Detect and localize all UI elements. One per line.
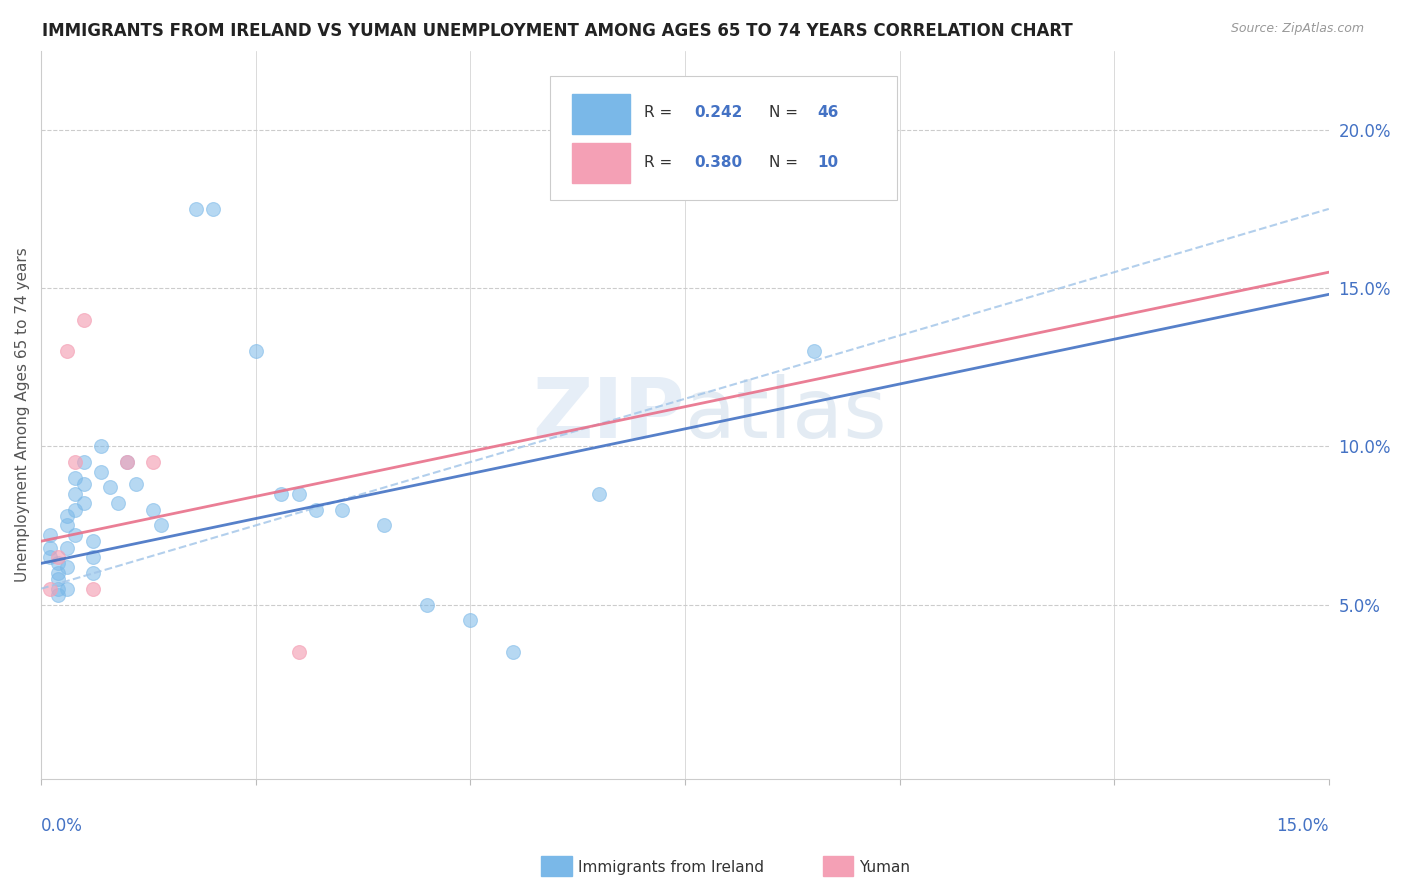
- Point: [46, 566, 69, 580]
- Point: [245, 344, 267, 359]
- Point: [201, 202, 224, 216]
- Point: [142, 502, 165, 516]
- Point: [65, 487, 87, 501]
- Point: [673, 138, 696, 153]
- Point: [115, 455, 138, 469]
- Point: [287, 487, 309, 501]
- Text: N =: N =: [769, 105, 803, 120]
- Point: [287, 645, 309, 659]
- Point: [46, 582, 69, 596]
- Point: [416, 598, 439, 612]
- Point: [82, 534, 104, 549]
- Point: [65, 502, 87, 516]
- Point: [107, 496, 129, 510]
- Text: 15.0%: 15.0%: [1277, 816, 1329, 835]
- Point: [460, 613, 482, 627]
- Point: [98, 480, 121, 494]
- Point: [56, 508, 79, 523]
- Point: [46, 572, 69, 586]
- Text: Yuman: Yuman: [859, 860, 910, 874]
- Point: [38, 549, 60, 564]
- Point: [65, 455, 87, 469]
- Point: [373, 518, 395, 533]
- Point: [46, 557, 69, 571]
- Point: [90, 465, 112, 479]
- Point: [115, 455, 138, 469]
- Point: [631, 123, 654, 137]
- Point: [56, 582, 79, 596]
- Point: [150, 518, 173, 533]
- Point: [142, 455, 165, 469]
- Point: [38, 528, 60, 542]
- Text: R =: R =: [644, 155, 676, 170]
- Point: [73, 312, 96, 326]
- Point: [38, 541, 60, 555]
- Point: [803, 344, 825, 359]
- Point: [56, 541, 79, 555]
- Text: 46: 46: [817, 105, 839, 120]
- Point: [73, 496, 96, 510]
- Text: ZIP: ZIP: [533, 374, 685, 455]
- Point: [270, 487, 292, 501]
- Text: 0.242: 0.242: [695, 105, 742, 120]
- Point: [82, 549, 104, 564]
- Point: [82, 566, 104, 580]
- Point: [124, 477, 146, 491]
- Text: 10: 10: [817, 155, 839, 170]
- Point: [305, 502, 328, 516]
- Text: R =: R =: [644, 105, 676, 120]
- Point: [46, 588, 69, 602]
- Point: [46, 549, 69, 564]
- Point: [65, 471, 87, 485]
- Y-axis label: Unemployment Among Ages 65 to 74 years: Unemployment Among Ages 65 to 74 years: [15, 247, 30, 582]
- Point: [73, 455, 96, 469]
- Text: IMMIGRANTS FROM IRELAND VS YUMAN UNEMPLOYMENT AMONG AGES 65 TO 74 YEARS CORRELAT: IMMIGRANTS FROM IRELAND VS YUMAN UNEMPLO…: [42, 22, 1073, 40]
- Point: [502, 645, 524, 659]
- Bar: [572, 95, 630, 135]
- Bar: [572, 143, 630, 183]
- Text: 0.0%: 0.0%: [41, 816, 83, 835]
- Text: N =: N =: [769, 155, 803, 170]
- Text: Immigrants from Ireland: Immigrants from Ireland: [578, 860, 763, 874]
- Point: [65, 528, 87, 542]
- Point: [330, 502, 353, 516]
- Text: atlas: atlas: [685, 374, 887, 455]
- Text: Source: ZipAtlas.com: Source: ZipAtlas.com: [1230, 22, 1364, 36]
- Point: [56, 518, 79, 533]
- Point: [73, 477, 96, 491]
- Point: [56, 344, 79, 359]
- FancyBboxPatch shape: [550, 76, 897, 200]
- Text: 0.380: 0.380: [695, 155, 742, 170]
- Point: [38, 582, 60, 596]
- Point: [759, 170, 782, 185]
- Point: [82, 582, 104, 596]
- Point: [56, 559, 79, 574]
- Point: [588, 487, 610, 501]
- Point: [184, 202, 207, 216]
- Point: [90, 439, 112, 453]
